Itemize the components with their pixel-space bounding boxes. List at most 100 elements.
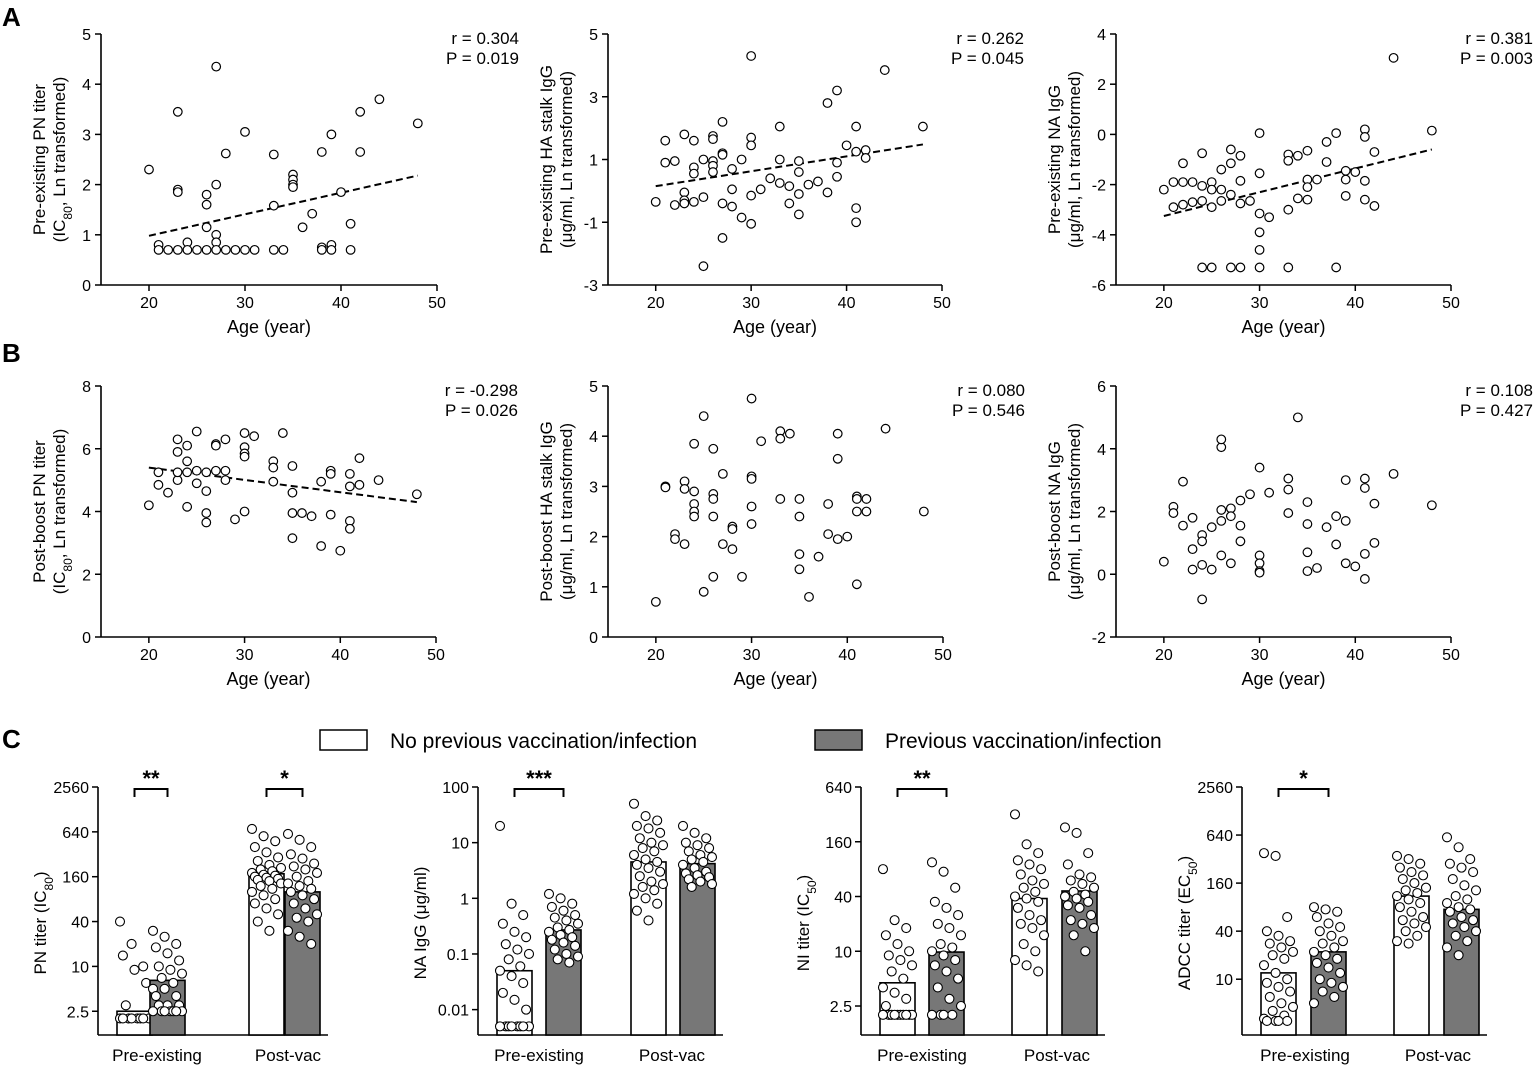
data-point [1314, 926, 1325, 937]
data-point [1394, 862, 1405, 873]
regression-line [655, 143, 924, 188]
data-point [1420, 922, 1432, 933]
data-point [230, 244, 241, 255]
data-point [567, 898, 578, 909]
data-point [1465, 854, 1476, 865]
y-tick-label: 10 [451, 836, 469, 853]
data-point [1359, 483, 1370, 493]
data-point [686, 854, 697, 865]
data-point [1450, 891, 1461, 902]
data-point [518, 978, 529, 989]
data-point [628, 798, 640, 809]
data-point [1340, 165, 1351, 176]
data-point [947, 942, 958, 953]
data-point [727, 184, 737, 195]
data-point [813, 551, 824, 562]
data-point [191, 426, 202, 437]
data-point [926, 946, 938, 957]
data-point [261, 903, 272, 914]
data-point [803, 179, 814, 190]
significance-bracket [265, 788, 304, 797]
data-point [1388, 52, 1399, 63]
data-point [1216, 184, 1227, 195]
data-point [287, 461, 298, 471]
data-point [1216, 434, 1227, 445]
data-point [1320, 950, 1331, 961]
data-point [1270, 967, 1281, 978]
data-point [316, 244, 327, 255]
data-point [669, 200, 680, 210]
significance-bracket [896, 788, 948, 797]
data-point [649, 846, 660, 857]
data-point [652, 898, 663, 909]
data-point [1415, 897, 1426, 909]
legend: No previous vaccination/infection Previo… [319, 729, 1162, 753]
x-axis-label: Age (year) [227, 317, 311, 337]
data-point [1331, 511, 1342, 522]
data-point [889, 1009, 900, 1020]
data-point [287, 487, 298, 498]
data-point [1158, 184, 1169, 195]
x-axis-label: Age (year) [226, 669, 310, 689]
data-point [1282, 1015, 1293, 1026]
data-point [1267, 1005, 1278, 1017]
data-point [182, 501, 193, 512]
data-point [1254, 244, 1265, 255]
data-point [640, 854, 651, 865]
y-axis-label-line2: (μg/ml, Ln transformed) [1065, 71, 1084, 248]
x-tick-label: 20 [647, 647, 665, 664]
data-point [172, 434, 183, 445]
y-axis-label-line2: (μg/ml, Ln transformed) [557, 423, 576, 600]
data-point [898, 973, 909, 984]
data-point [1261, 977, 1272, 988]
x-tick-label: 40 [838, 647, 856, 664]
data-point [176, 968, 188, 979]
data-point [1456, 862, 1467, 873]
data-point [261, 847, 272, 858]
data-point [736, 154, 747, 165]
data-point [1197, 180, 1208, 191]
data-point [679, 198, 690, 209]
data-point [765, 173, 776, 184]
data-point [294, 931, 305, 942]
y-tick-label: -1 [584, 215, 598, 232]
data-point [1282, 912, 1293, 923]
data-point [926, 857, 938, 868]
scatter-chart-B3: 20 30 40 50 -2 0 2 4 6 Age (year) Post-boost NA Ig… [1045, 379, 1533, 689]
significance-label: * [280, 766, 289, 791]
data-point [643, 915, 654, 926]
legend-swatch-no-previous [319, 729, 368, 751]
data-point [1206, 564, 1217, 575]
data-point [1216, 516, 1227, 526]
data-point [570, 910, 581, 921]
panel-letter-c: C [2, 724, 21, 754]
data-point [1391, 850, 1403, 862]
data-point [210, 440, 221, 451]
data-point [1340, 516, 1351, 526]
data-point [822, 187, 833, 198]
data-point [285, 886, 296, 897]
data-point [1287, 1001, 1299, 1012]
data-point [880, 930, 891, 941]
data-point [932, 982, 943, 993]
category-label: Pre-existing [1260, 1046, 1350, 1065]
data-point [660, 482, 671, 493]
scatter-chart-B2: 20 30 40 50 0 1 2 3 4 5 Age (year) Post-boost HA st… [537, 379, 1025, 689]
data-point [1369, 201, 1380, 211]
stat-r-value: r = 0.262 [956, 29, 1024, 48]
data-point [1335, 922, 1346, 933]
data-point [494, 965, 506, 976]
data-point [1409, 878, 1420, 889]
data-point [174, 955, 185, 966]
y-tick-label: -4 [1092, 228, 1106, 245]
y-tick-label: 2 [589, 530, 598, 547]
x-tick-label: 30 [236, 295, 254, 312]
category-label: Pre-existing [112, 1046, 202, 1065]
data-point [1012, 855, 1023, 866]
data-point [268, 476, 279, 487]
data-point [518, 910, 529, 921]
y-tick-label: 0 [82, 278, 91, 295]
data-point [277, 428, 288, 438]
data-point [784, 198, 795, 209]
data-point [901, 993, 912, 1004]
